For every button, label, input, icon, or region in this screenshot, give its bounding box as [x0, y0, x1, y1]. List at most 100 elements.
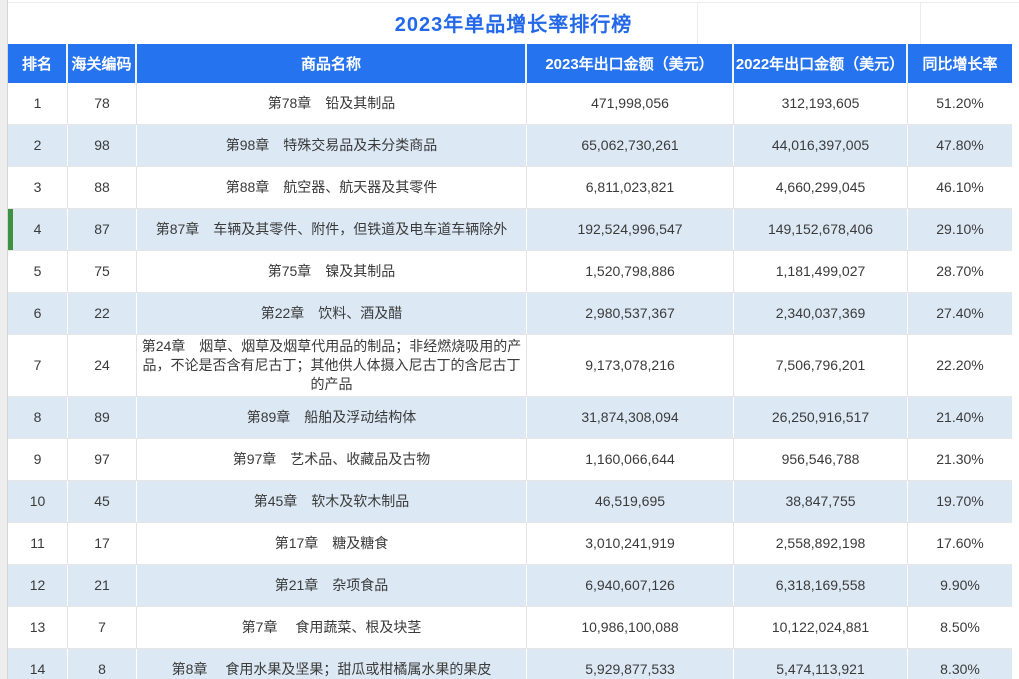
- export-2022-cell: 4,660,299,045: [734, 167, 908, 208]
- growth-rate-cell: 27.40%: [936, 305, 984, 321]
- hs-code-cell: 88: [68, 167, 137, 208]
- product-name-cell: 第24章 烟草、烟草及烟草代用品的制品；非经燃烧吸用的产品，不论是否含有尼古丁；…: [137, 335, 527, 396]
- export-2022-cell: 2,340,037,369: [734, 293, 908, 334]
- growth-rate-cell: 9.90%: [940, 577, 980, 593]
- export-2022-cell: 1,181,499,027: [734, 251, 908, 292]
- export-2022-cell: 38,847,755: [734, 481, 908, 522]
- export-2022-cell: 149,152,678,406: [734, 209, 908, 250]
- rank-cell: 3: [8, 167, 68, 208]
- export-2023-cell: 1,520,798,886: [527, 251, 734, 292]
- growth-rate-cell: 8.50%: [940, 619, 980, 635]
- export-2023-cell: 1,160,066,644: [527, 439, 734, 480]
- export-2022-cell: 44,016,397,005: [734, 125, 908, 166]
- product-name-cell: 第98章 特殊交易品及未分类商品: [137, 125, 527, 166]
- column-header: 2023年出口金额（美元）: [527, 44, 734, 83]
- hs-code-cell: 24: [68, 335, 137, 396]
- export-2022-cell: 5,474,113,921: [734, 649, 908, 679]
- hs-code-cell: 97: [68, 439, 137, 480]
- table-body: 1 78 第78章 铅及其制品 471,998,056 312,193,605 …: [8, 83, 1012, 679]
- hs-code-cell: 45: [68, 481, 137, 522]
- table-row[interactable]: 11 17 第17章 糖及糖食 3,010,241,919 2,558,892,…: [8, 523, 1012, 565]
- rank-cell: 13: [8, 607, 68, 648]
- table-row[interactable]: 13 7 第7章 食用蔬菜、根及块茎 10,986,100,088 10,122…: [8, 607, 1012, 649]
- export-2023-cell: 65,062,730,261: [527, 125, 734, 166]
- export-2023-cell: 5,929,877,533: [527, 649, 734, 679]
- export-2023-cell: 46,519,695: [527, 481, 734, 522]
- hs-code-cell: 7: [68, 607, 137, 648]
- table-row[interactable]: 9 97 第97章 艺术品、收藏品及古物 1,160,066,644 956,5…: [8, 439, 1012, 481]
- table-area: 2023年单品增长率排行榜 排名 海关编码 商品名称 2023年出口金额（美元） 202…: [8, 0, 1019, 679]
- rank-cell: 9: [8, 439, 68, 480]
- table-row[interactable]: 1 78 第78章 铅及其制品 471,998,056 312,193,605 …: [8, 83, 1012, 125]
- hs-code-cell: 78: [68, 83, 137, 124]
- export-2023-cell: 6,940,607,126: [527, 565, 734, 606]
- rank-cell: 7: [8, 335, 68, 396]
- table-row[interactable]: 7 24 第24章 烟草、烟草及烟草代用品的制品；非经燃烧吸用的产品，不论是否含…: [8, 335, 1012, 397]
- rank-cell: 1: [8, 83, 68, 124]
- growth-rate-cell: 47.80%: [936, 137, 984, 153]
- growth-rate-cell: 17.60%: [936, 535, 984, 551]
- export-2023-cell: 31,874,308,094: [527, 397, 734, 438]
- export-2023-cell: 471,998,056: [527, 83, 734, 124]
- product-name-cell: 第45章 软木及软木制品: [137, 481, 527, 522]
- table-row[interactable]: 3 88 第88章 航空器、航天器及其零件 6,811,023,821 4,66…: [8, 167, 1012, 209]
- hs-code-cell: 75: [68, 251, 137, 292]
- export-2023-cell: 192,524,996,547: [527, 209, 734, 250]
- table-row[interactable]: 6 22 第22章 饮料、酒及醋 2,980,537,367 2,340,037…: [8, 293, 1012, 335]
- page-title: 2023年单品增长率排行榜: [394, 13, 633, 36]
- rank-cell: 14: [8, 649, 68, 679]
- column-header: 2022年出口金额（美元）: [734, 44, 908, 83]
- table-row[interactable]: 14 8 第8章 食用水果及坚果；甜瓜或柑橘属水果的果皮 5,929,877,5…: [8, 649, 1012, 679]
- table-row[interactable]: 5 75 第75章 镍及其制品 1,520,798,886 1,181,499,…: [8, 251, 1012, 293]
- export-2023-cell: 2,980,537,367: [527, 293, 734, 334]
- rank-cell: 11: [8, 523, 68, 564]
- hs-code-cell: 8: [68, 649, 137, 679]
- export-2022-cell: 7,506,796,201: [734, 335, 908, 396]
- product-name-cell: 第87章 车辆及其零件、附件，但铁道及电车道车辆除外: [137, 209, 527, 250]
- column-header: 商品名称: [137, 44, 527, 83]
- growth-rate-cell: 28.70%: [936, 263, 984, 279]
- table-row[interactable]: 2 98 第98章 特殊交易品及未分类商品 65,062,730,261 44,…: [8, 125, 1012, 167]
- product-name-cell: 第89章 船舶及浮动结构体: [137, 397, 527, 438]
- ranking-table: 排名 海关编码 商品名称 2023年出口金额（美元） 2022年出口金额（美元） 同比增长…: [8, 44, 1012, 679]
- column-header: 同比增长率: [922, 56, 998, 73]
- product-name-cell: 第22章 饮料、酒及醋: [137, 293, 527, 334]
- growth-rate-cell: 46.10%: [936, 179, 984, 195]
- gridline-vertical: [920, 2, 921, 44]
- hs-code-cell: 89: [68, 397, 137, 438]
- row-selection-bar: [8, 209, 13, 250]
- product-name-cell: 第8章 食用水果及坚果；甜瓜或柑橘属水果的果皮: [137, 649, 527, 679]
- growth-rate-cell: 21.30%: [936, 451, 984, 467]
- rank-cell: 8: [8, 397, 68, 438]
- growth-rate-cell: 21.40%: [936, 409, 984, 425]
- rank-cell: 6: [8, 293, 68, 334]
- rank-cell: 10: [8, 481, 68, 522]
- rank-cell: 12: [8, 565, 68, 606]
- hs-code-cell: 87: [68, 209, 137, 250]
- gridline-horizontal: [8, 2, 1019, 3]
- product-name-cell: 第97章 艺术品、收藏品及古物: [137, 439, 527, 480]
- growth-rate-cell: 8.30%: [940, 661, 980, 677]
- growth-rate-cell: 51.20%: [936, 95, 984, 111]
- export-2023-cell: 3,010,241,919: [527, 523, 734, 564]
- rank-cell: 2: [8, 125, 68, 166]
- table-header-row: 排名 海关编码 商品名称 2023年出口金额（美元） 2022年出口金额（美元） 同比增长…: [8, 44, 1012, 83]
- table-row[interactable]: 12 21 第21章 杂项食品 6,940,607,126 6,318,169,…: [8, 565, 1012, 607]
- export-2023-cell: 10,986,100,088: [527, 607, 734, 648]
- gridline-vertical: [697, 2, 698, 44]
- growth-rate-cell: 29.10%: [936, 221, 984, 237]
- export-2022-cell: 10,122,024,881: [734, 607, 908, 648]
- product-name-cell: 第88章 航空器、航天器及其零件: [137, 167, 527, 208]
- table-row[interactable]: 10 45 第45章 软木及软木制品 46,519,695 38,847,755…: [8, 481, 1012, 523]
- hs-code-cell: 22: [68, 293, 137, 334]
- hs-code-cell: 98: [68, 125, 137, 166]
- export-2022-cell: 956,546,788: [734, 439, 908, 480]
- table-row[interactable]: 8 89 第89章 船舶及浮动结构体 31,874,308,094 26,250…: [8, 397, 1012, 439]
- product-name-cell: 第21章 杂项食品: [137, 565, 527, 606]
- growth-rate-cell: 19.70%: [936, 493, 984, 509]
- hs-code-cell: 21: [68, 565, 137, 606]
- table-row[interactable]: 4 87 第87章 车辆及其零件、附件，但铁道及电车道车辆除外 192,524,…: [8, 209, 1012, 251]
- growth-rate-cell: 22.20%: [936, 357, 984, 373]
- product-name-cell: 第75章 镍及其制品: [137, 251, 527, 292]
